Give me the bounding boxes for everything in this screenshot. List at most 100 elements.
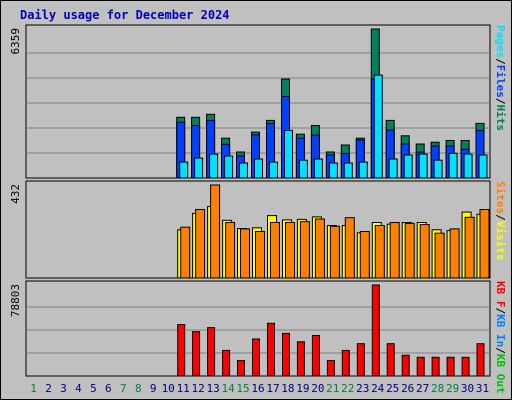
bar-kb_f-day-26 <box>401 354 410 377</box>
bar-kb_f-day-12 <box>192 331 201 377</box>
bar-kb_f-day-22 <box>341 349 350 377</box>
x-tick-label-day-13: 13 <box>206 382 219 395</box>
bar-pages-day-30 <box>463 153 473 179</box>
legend-entry-kbytes-2: KB In <box>494 314 507 347</box>
x-tick-label-day-24: 24 <box>371 382 385 395</box>
bar-kb_f-day-29 <box>446 356 455 377</box>
bar-pages-day-22 <box>343 162 353 179</box>
bar-pages-day-18 <box>284 129 293 179</box>
bar-kb_f-day-23 <box>356 343 365 377</box>
legend-entry-visits-0: Sites <box>494 181 507 214</box>
legend-visits: Sites/Visits <box>494 181 507 261</box>
bar-pages-day-25 <box>388 158 398 179</box>
bar-kb_f-day-16 <box>252 338 260 377</box>
x-tick-label-day-22: 22 <box>341 382 354 395</box>
bar-kb_f-day-24 <box>371 284 380 377</box>
bar-pages-day-13 <box>209 153 219 179</box>
x-tick-label-day-29: 29 <box>446 382 459 395</box>
x-tick-label-day-19: 19 <box>296 382 309 395</box>
bar-pages-day-23 <box>358 161 368 179</box>
x-tick-label-day-26: 26 <box>401 382 414 395</box>
x-tick-label-day-18: 18 <box>281 382 294 395</box>
x-tick-label-day-21: 21 <box>326 382 339 395</box>
legend-entry-visits-2: Visits <box>494 221 507 261</box>
bar-pages-day-20 <box>313 158 323 179</box>
legend-entry-kbytes-1: / <box>494 308 507 315</box>
bar-sites-day-20 <box>314 218 325 279</box>
x-tick-label-day-20: 20 <box>311 382 324 395</box>
y-max-label-visits: 432 <box>9 184 22 204</box>
x-tick-label-day-2: 2 <box>45 382 52 395</box>
bar-pages-day-19 <box>298 159 308 179</box>
bar-pages-day-31 <box>478 154 488 179</box>
bar-pages-day-29 <box>448 152 458 179</box>
legend-entry-hits-0: Pages <box>494 25 507 58</box>
bar-sites-day-25 <box>389 222 400 279</box>
legend-hits: Pages/Files/Hits <box>494 25 507 131</box>
legend-entry-visits-1: / <box>494 214 507 221</box>
x-tick-label-day-30: 30 <box>461 382 474 395</box>
x-tick-label-day-7: 7 <box>120 382 127 395</box>
bar-sites-day-12 <box>195 209 206 279</box>
x-tick-label-day-27: 27 <box>416 382 429 395</box>
bar-sites-day-22 <box>344 217 355 279</box>
bar-sites-day-13 <box>210 184 221 279</box>
bar-kb_f-day-11 <box>177 324 186 377</box>
x-tick-label-day-9: 9 <box>150 382 157 395</box>
bar-sites-day-23 <box>359 231 370 279</box>
bar-sites-day-19 <box>299 221 310 279</box>
legend-entry-hits-3: / <box>494 98 507 105</box>
x-tick-label-day-12: 12 <box>191 382 204 395</box>
bar-pages-day-12 <box>194 157 204 179</box>
bar-sites-day-30 <box>464 216 475 279</box>
bar-pages-day-24 <box>373 74 383 179</box>
bar-kb_f-day-19 <box>296 341 305 377</box>
x-tick-label-day-15: 15 <box>236 382 249 395</box>
bar-kb_f-day-17 <box>267 322 275 377</box>
bar-kb_f-day-31 <box>476 343 485 377</box>
bar-pages-day-21 <box>328 162 338 179</box>
bar-kb_f-day-25 <box>386 343 395 377</box>
x-tick-label-day-8: 8 <box>135 382 142 395</box>
bar-pages-day-26 <box>403 154 413 179</box>
bar-sites-day-28 <box>434 232 445 279</box>
bar-kb_f-day-30 <box>461 356 470 377</box>
bar-pages-day-17 <box>269 161 278 179</box>
bar-pages-day-11 <box>179 161 189 179</box>
x-tick-label-day-31: 31 <box>476 382 489 395</box>
bar-pages-day-15 <box>239 162 248 179</box>
bar-kb_f-day-21 <box>326 360 335 377</box>
bar-pages-day-14 <box>224 155 234 179</box>
bar-sites-day-11 <box>180 226 191 279</box>
legend-entry-kbytes-3: / <box>494 347 507 354</box>
bar-sites-day-29 <box>449 228 460 279</box>
x-tick-label-day-5: 5 <box>90 382 97 395</box>
x-tick-label-day-4: 4 <box>75 382 82 395</box>
bar-sites-day-16 <box>255 231 265 279</box>
x-tick-label-day-23: 23 <box>356 382 369 395</box>
x-tick-label-day-10: 10 <box>162 382 175 395</box>
legend-entry-hits-1: / <box>494 58 507 65</box>
bar-kb_f-day-13 <box>207 327 216 377</box>
bar-sites-day-31 <box>479 209 490 279</box>
bar-sites-day-27 <box>419 224 430 279</box>
bar-kb_f-day-20 <box>311 335 320 377</box>
x-tick-label-day-1: 1 <box>30 382 37 395</box>
legend-entry-hits-4: Hits <box>494 105 507 132</box>
bar-pages-day-16 <box>254 158 263 179</box>
x-tick-label-day-14: 14 <box>221 382 235 395</box>
bar-sites-day-17 <box>270 222 280 279</box>
x-tick-label-day-3: 3 <box>60 382 67 395</box>
legend-entry-kbytes-0: KB F <box>494 281 507 308</box>
bar-sites-day-21 <box>329 225 340 279</box>
bar-kb_f-day-27 <box>416 356 425 377</box>
chart-title: Daily usage for December 2024 <box>20 8 230 22</box>
legend-entry-kbytes-4: KB Out <box>494 354 507 394</box>
bar-pages-day-27 <box>418 153 428 179</box>
bar-sites-day-26 <box>404 222 415 279</box>
legend-kbytes: KB F/KB In/KB Out <box>494 281 507 394</box>
bar-sites-day-24 <box>374 225 385 279</box>
y-max-label-hits: 6359 <box>9 28 22 55</box>
x-tick-label-day-25: 25 <box>386 382 399 395</box>
